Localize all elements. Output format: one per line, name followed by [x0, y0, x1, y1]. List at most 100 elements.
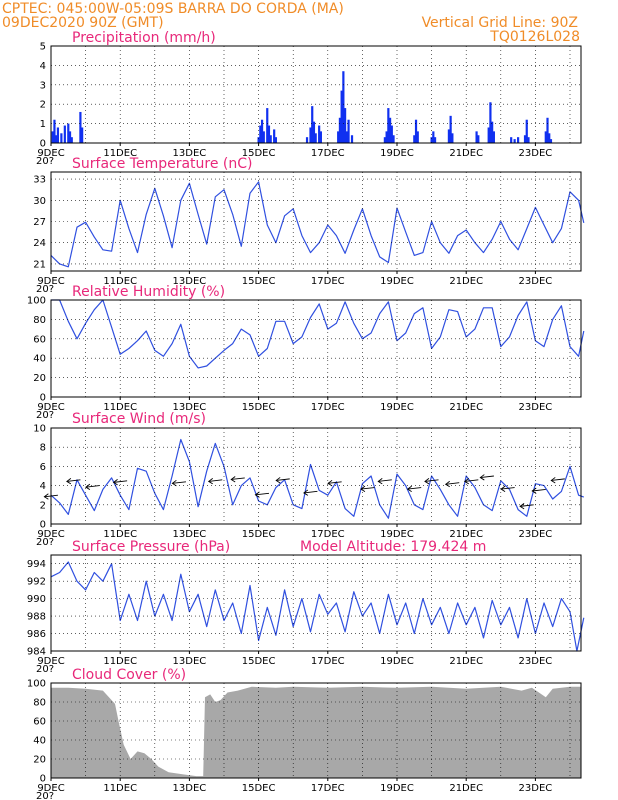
precip-bar	[487, 127, 490, 143]
cloud-ytick-label: 0	[40, 774, 46, 785]
pressure-ytick-label: 992	[27, 577, 46, 588]
precip-xtick-label: 13DEC	[173, 148, 207, 159]
precip-bar	[347, 119, 350, 143]
wind-vector-head	[230, 476, 236, 483]
wind-vector-head	[360, 485, 366, 492]
precip-bar	[267, 125, 271, 143]
precip-bar	[273, 129, 276, 143]
precip-bar	[319, 131, 322, 143]
precip-bar	[388, 117, 392, 143]
precip-bar	[387, 108, 390, 143]
wind-ytick-label: 2	[40, 500, 46, 511]
wind-vector	[255, 492, 270, 496]
precip-bar	[350, 135, 354, 143]
rh-xtick-label: 21DEC	[449, 402, 483, 413]
precip-bar	[53, 119, 56, 143]
pressure-ytick-label: 994	[27, 559, 46, 570]
wind-vector-head	[207, 478, 213, 485]
temp-xtick-label: 15DEC	[242, 276, 276, 287]
precip-bar	[337, 131, 340, 143]
wind-vector	[85, 485, 100, 488]
precip-bar	[259, 125, 262, 143]
wind-vector	[360, 487, 375, 490]
precip-xtick-label: 9DEC	[37, 148, 64, 159]
temp-xtick-label: 13DEC	[173, 276, 207, 287]
precip-bar	[447, 129, 450, 143]
precip-bar	[305, 137, 309, 143]
pressure-ytick-label: 984	[27, 647, 46, 658]
header-run-date: 09DEC2020 90Z (GMT)	[2, 15, 164, 31]
cloud-ytick-label: 60	[33, 717, 46, 728]
precip-bar	[260, 119, 264, 143]
wind-xtick-label: 15DEC	[242, 529, 276, 540]
precip-bar	[549, 139, 553, 143]
header-grid-note: Vertical Grid Line: 90Z	[422, 15, 578, 31]
precip-xtick-label: 23DEC	[519, 148, 553, 159]
cloud-xtick-label: 17DEC	[311, 783, 345, 794]
cloud-ytick-label: 20	[33, 755, 46, 766]
precip-bar	[63, 125, 66, 143]
temp-xtick-label: 21DEC	[449, 276, 483, 287]
wind-xtick-label: 23DEC	[519, 529, 553, 540]
temp-frame	[50, 171, 582, 272]
panel-wind: Surface Wind (m/s) 0 2 4 6 8 10 9DEC 11DEC 13DEC…	[33, 411, 585, 548]
wind-xtick-label: 9DEC	[37, 529, 64, 540]
pressure-xtick-label: 17DEC	[311, 656, 345, 667]
panel-pressure: Surface Pressure (hPa) Model Altitude: 1…	[27, 539, 585, 675]
header-line1: CPTEC: 045:00W-05:09S BARRA DO CORDA (MA…	[2, 1, 344, 17]
wind-vector	[532, 488, 546, 492]
wind-vector	[113, 480, 128, 483]
temp-ytick-label: 27	[33, 217, 46, 228]
pressure-title: Surface Pressure (hPa)	[72, 539, 230, 555]
wind-series-line	[50, 438, 585, 519]
precip-xtick-label: 17DEC	[311, 148, 345, 159]
precip-bar	[416, 131, 419, 143]
rh-xtick-underflow: 20?	[36, 410, 54, 421]
precip-bar	[433, 137, 437, 143]
rh-xtick-label: 19DEC	[380, 402, 414, 413]
cloud-ytick-label: 80	[33, 698, 46, 709]
precip-bar	[342, 71, 345, 143]
wind-vector	[303, 490, 318, 494]
pressure-ytick-label: 990	[27, 594, 46, 605]
temp-xtick-label: 19DEC	[380, 276, 414, 287]
precip-bar	[390, 125, 393, 143]
wind-vector-head	[406, 485, 412, 492]
precip-xtick-label: 11DEC	[103, 148, 137, 159]
temp-xtick-label: 23DEC	[519, 276, 553, 287]
rh-ytick-label: 60	[33, 334, 46, 345]
precip-ytick-label: 2	[40, 100, 46, 111]
wind-vector	[172, 481, 186, 484]
precip-bar	[311, 106, 314, 143]
wind-vector-head	[424, 478, 430, 485]
rh-xtick-label: 11DEC	[103, 402, 137, 413]
precip-xtick-underflow: 20?	[36, 156, 54, 167]
cloud-xtick-underflow: 20?	[36, 791, 54, 800]
wind-vector	[501, 487, 515, 490]
precip-bar	[81, 127, 84, 143]
precip-bar	[517, 137, 520, 143]
wind-vector-head	[43, 493, 49, 500]
precip-bar	[548, 133, 551, 143]
wind-vector-head	[377, 478, 383, 485]
wind-vector	[328, 481, 342, 484]
precip-bar	[475, 131, 478, 143]
wind-vector-head	[500, 485, 506, 492]
wind-vector-head	[327, 479, 333, 487]
wind-vector-head	[275, 477, 281, 484]
precip-bar	[340, 90, 343, 143]
pressure-xtick-label: 19DEC	[380, 656, 414, 667]
wind-ytick-label: 8	[40, 443, 46, 454]
temp-xtick-underflow: 20?	[36, 284, 54, 295]
rh-ytick-label: 0	[40, 393, 46, 404]
pressure-ytick-label: 988	[27, 612, 46, 623]
temp-ytick-label: 30	[33, 196, 46, 207]
precip-ytick-label: 0	[40, 139, 46, 150]
precip-bar	[477, 135, 480, 143]
model-altitude: Model Altitude: 179.424 m	[300, 539, 486, 555]
precip-bar	[492, 131, 495, 143]
precip-title: Precipitation (mm/h)	[72, 30, 216, 46]
precip-bar	[510, 137, 513, 143]
precip-bar	[525, 119, 528, 143]
precip-bar	[274, 137, 277, 143]
